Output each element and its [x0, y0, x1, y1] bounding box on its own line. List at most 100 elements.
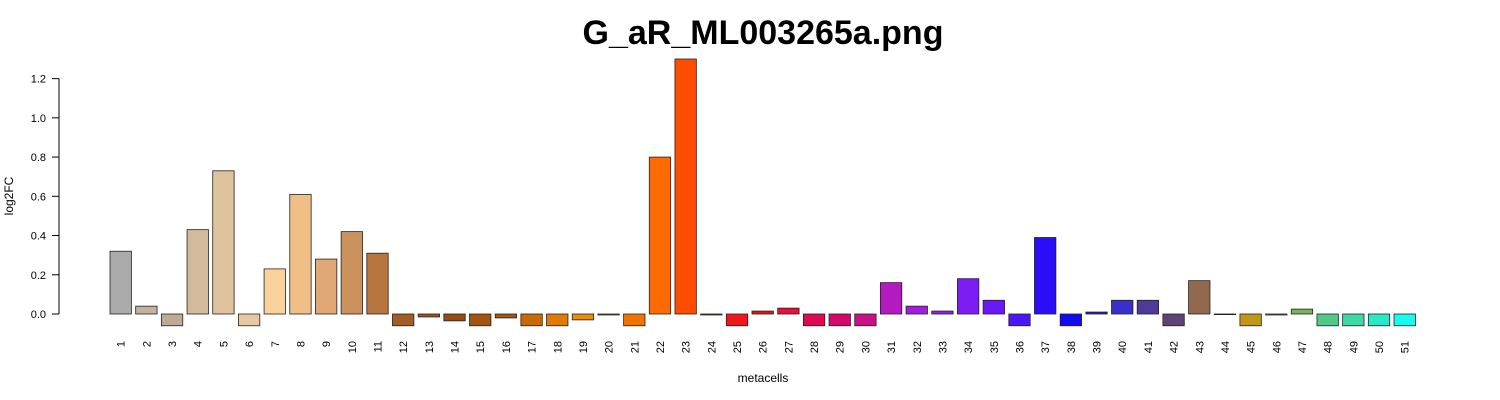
x-tick-label: 48 [1323, 341, 1335, 353]
bar-metacell-12 [392, 313, 415, 327]
y-tick-label: 0.2 [31, 270, 46, 282]
x-tick-labels: 1 2 3 4 5 6 7 8 9 10 11 12 13 14 15 16 17 18 19 20 21 22 23 24 2… [116, 341, 1412, 353]
bar-metacell-50 [1367, 313, 1391, 327]
x-tick-label: 40 [1117, 341, 1129, 353]
x-tick-label: 51 [1400, 341, 1412, 353]
x-tick-label: 42 [1169, 341, 1181, 353]
x-tick-label: 41 [1143, 341, 1155, 353]
bar-metacell-28 [802, 313, 826, 327]
bar-metacell-44 [1213, 313, 1237, 316]
x-tick-label: 43 [1194, 341, 1206, 353]
y-tick-label: 0.8 [31, 152, 46, 164]
x-tick-label: 24 [706, 341, 718, 353]
bar-metacell-16 [494, 313, 518, 319]
bar-metacell-33 [931, 310, 954, 315]
x-tick-label: 9 [321, 341, 333, 347]
x-tick-label: 13 [424, 341, 436, 353]
x-tick-label: 14 [450, 341, 462, 353]
x-tick-label: 45 [1246, 341, 1258, 353]
bar-metacell-42 [1162, 313, 1185, 327]
x-tick-label: 22 [655, 341, 667, 353]
x-tick-label: 8 [295, 341, 307, 347]
x-tick-label: 35 [989, 341, 1001, 353]
bar-metacell-8 [289, 193, 312, 315]
x-tick-label: 44 [1220, 341, 1232, 353]
x-tick-label: 17 [527, 341, 539, 353]
bars-group [109, 58, 1416, 327]
bar-metacell-21 [623, 313, 646, 327]
x-tick-label: 34 [963, 341, 975, 353]
bar-metacell-47 [1290, 308, 1314, 315]
bar-metacell-41 [1136, 299, 1159, 315]
bar-metacell-3 [160, 313, 184, 327]
y-axis: 0.0 0.2 0.4 0.6 0.8 1.0 1.2 [31, 74, 60, 321]
x-tick-label: 12 [398, 341, 410, 353]
bar-metacell-10 [340, 231, 363, 315]
bar-metacell-48 [1316, 313, 1339, 327]
bar-metacell-13 [417, 313, 440, 318]
bar-metacell-24 [700, 313, 723, 316]
bar-metacell-14 [443, 313, 466, 322]
x-tick-label: 36 [1015, 341, 1027, 353]
bar-metacell-35 [982, 299, 1005, 315]
x-tick-label: 37 [1040, 341, 1052, 353]
bar-metacell-27 [777, 307, 800, 315]
x-tick-label: 29 [835, 341, 847, 353]
bar-metacell-25 [725, 313, 749, 327]
bar-metacell-30 [854, 313, 877, 327]
x-tick-label: 33 [937, 341, 949, 353]
bar-metacell-2 [135, 305, 158, 315]
bar-metacell-36 [1008, 313, 1031, 327]
bar-metacell-46 [1265, 313, 1288, 316]
bar-metacell-49 [1342, 313, 1365, 327]
bar-metacell-43 [1188, 280, 1211, 315]
bar-metacell-5 [212, 170, 235, 315]
y-tick-label: 0.6 [31, 191, 46, 203]
x-tick-label: 1 [116, 341, 128, 347]
bar-metacell-32 [905, 305, 928, 315]
x-tick-label: 47 [1297, 341, 1309, 353]
bar-metacell-23 [674, 58, 697, 315]
bar-metacell-34 [957, 278, 980, 315]
bar-metacell-45 [1239, 313, 1262, 327]
y-tick-label: 0.4 [31, 231, 46, 243]
bar-metacell-39 [1085, 311, 1108, 315]
x-tick-label: 39 [1092, 341, 1104, 353]
x-tick-label: 6 [244, 341, 256, 347]
bar-metacell-7 [263, 268, 286, 315]
chart-title: G_aR_ML003265a.png [583, 14, 944, 52]
x-tick-label: 31 [886, 341, 898, 353]
x-tick-label: 15 [475, 341, 487, 353]
x-tick-label: 16 [501, 341, 513, 353]
bar-metacell-1 [109, 250, 132, 315]
x-tick-label: 18 [552, 341, 564, 353]
bar-metacell-38 [1059, 313, 1082, 327]
x-tick-label: 46 [1271, 341, 1283, 353]
bar-metacell-31 [880, 282, 903, 315]
y-tick-label: 1.0 [31, 113, 46, 125]
x-tick-label: 27 [783, 341, 795, 353]
x-tick-label: 28 [809, 341, 821, 353]
x-tick-label: 11 [373, 341, 385, 352]
x-tick-label: 7 [270, 341, 282, 347]
bar-metacell-18 [546, 313, 569, 327]
x-tick-label: 21 [629, 341, 641, 353]
x-tick-label: 5 [218, 341, 230, 347]
x-axis-label: metacells [738, 371, 789, 385]
bar-metacell-15 [469, 313, 492, 327]
bar-metacell-6 [237, 313, 261, 327]
bar-metacell-29 [828, 313, 851, 327]
y-tick-label: 1.2 [31, 74, 46, 86]
y-tick-label: 0.0 [31, 309, 46, 321]
x-tick-label: 38 [1066, 341, 1078, 353]
x-tick-label: 26 [758, 341, 770, 353]
bar-metacell-19 [571, 313, 595, 321]
bar-metacell-17 [520, 313, 543, 327]
x-tick-label: 19 [578, 341, 590, 353]
bar-metacell-37 [1034, 237, 1057, 315]
x-tick-label: 50 [1374, 341, 1386, 353]
bar-metacell-51 [1393, 313, 1416, 327]
x-tick-label: 4 [193, 341, 205, 347]
x-tick-label: 3 [167, 341, 179, 347]
